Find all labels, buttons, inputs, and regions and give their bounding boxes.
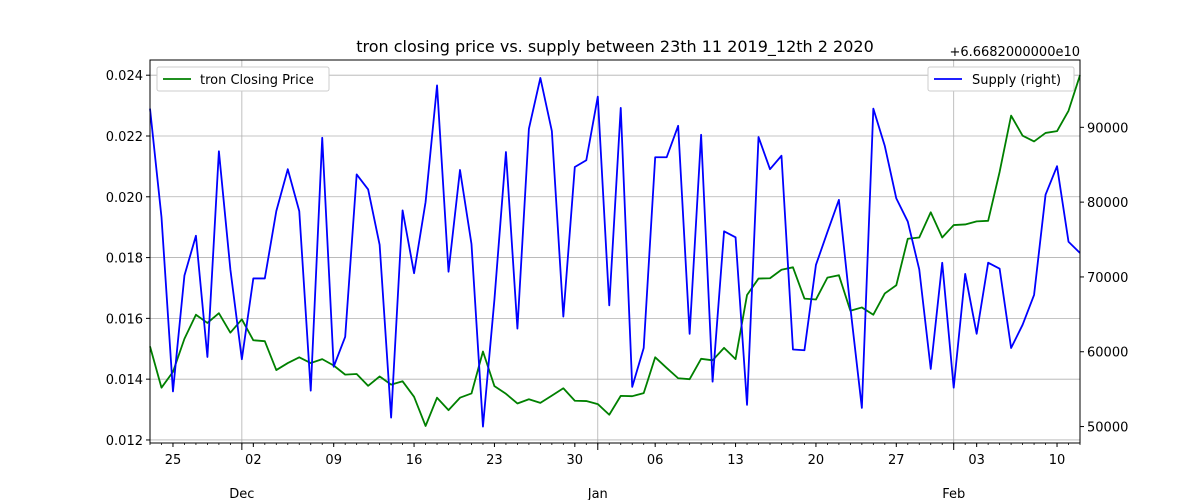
left-axis-tick-label: 0.014 (106, 373, 143, 388)
x-axis-tick-label: 02 (245, 453, 262, 468)
x-axis-month-label: Jan (587, 487, 608, 500)
x-axis-tick-label: 09 (325, 453, 342, 468)
x-axis-tick-label: 23 (486, 453, 503, 468)
plot-frame (149, 59, 1081, 444)
x-axis-tick-label: 20 (808, 453, 825, 468)
legend-supply: Supply (right) (927, 66, 1075, 92)
right-axis-tick-label: 60000 (1087, 346, 1128, 361)
legend-closing-price: tron Closing Price (156, 66, 330, 92)
x-axis-tick-label: 03 (968, 453, 985, 468)
x-axis-month-label: Feb (942, 487, 965, 500)
right-axis-tick-label: 70000 (1087, 271, 1128, 286)
supply-line (149, 77, 1081, 428)
grid (150, 60, 1080, 443)
legend-label-closing-price: tron Closing Price (200, 73, 314, 88)
x-axis-tick-label: 06 (647, 453, 664, 468)
legend-label-supply: Supply (right) (972, 73, 1061, 88)
left-axis-tick-label: 0.016 (106, 312, 143, 327)
right-axis-tick-label: 90000 (1087, 121, 1128, 136)
left-axis-tick-label: 0.020 (106, 191, 143, 206)
right-axis-tick-label: 50000 (1087, 421, 1128, 436)
left-axis-tick-label: 0.022 (106, 130, 143, 145)
chart-title: tron closing price vs. supply between 23… (356, 37, 874, 57)
x-axis-tick-label: 27 (888, 453, 905, 468)
axes: 0.012 0.014 0.016 0.018 0.020 0.022 0.024 50000… (106, 69, 1129, 500)
right-axis-tick-label: 80000 (1087, 196, 1128, 211)
closing-price-line (149, 74, 1081, 427)
series-lines (149, 74, 1081, 428)
right-axis-offset-label: +6.6682000000e10 (949, 45, 1080, 60)
x-axis-tick-label: 30 (567, 453, 584, 468)
x-axis-tick-label: 10 (1049, 453, 1066, 468)
left-axis-tick-label: 0.018 (106, 252, 143, 267)
left-axis-tick-label: 0.012 (106, 434, 143, 449)
x-axis-tick-label: 16 (406, 453, 423, 468)
x-axis-month-label: Dec (229, 487, 254, 500)
x-axis-tick-label: 25 (165, 453, 182, 468)
left-axis-tick-label: 0.024 (106, 69, 143, 84)
x-axis-tick-label: 13 (727, 453, 744, 468)
